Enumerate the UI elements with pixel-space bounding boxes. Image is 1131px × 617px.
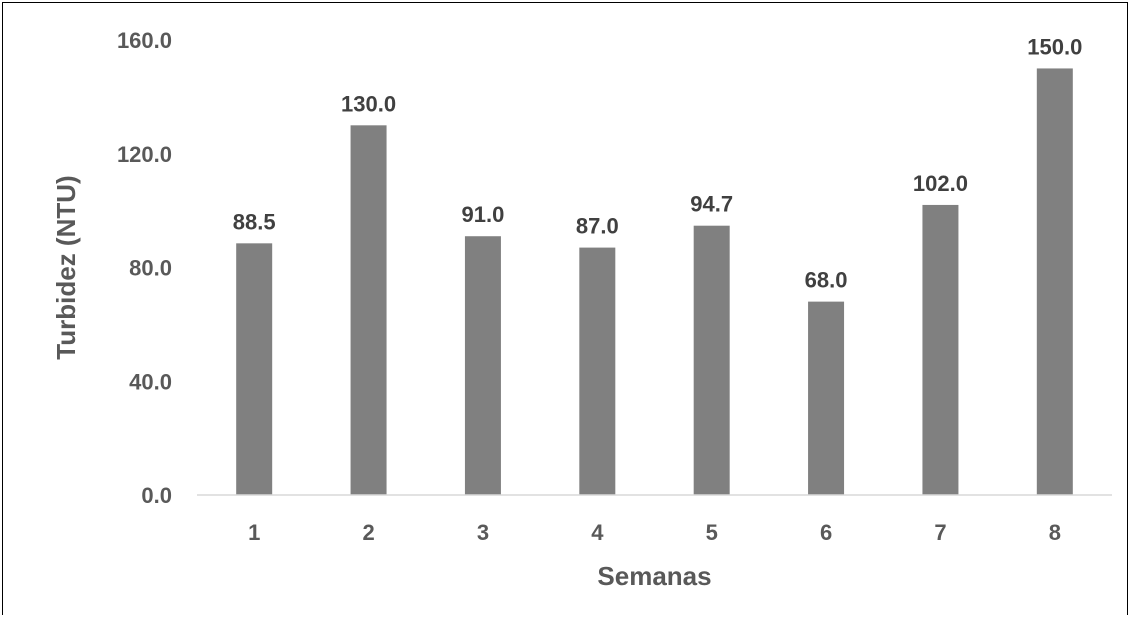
bar: [922, 204, 959, 495]
bar: [236, 243, 273, 495]
bar: [1036, 68, 1073, 495]
data-label: 130.0: [341, 91, 396, 116]
x-tick-label: 4: [591, 520, 604, 545]
x-tick-label: 2: [362, 520, 374, 545]
bar: [579, 247, 616, 495]
y-tick-label: 80.0: [129, 256, 172, 281]
x-tick-label: 7: [934, 520, 946, 545]
y-tick-label: 160.0: [117, 28, 172, 53]
x-tick-label: 8: [1049, 520, 1061, 545]
x-axis-title: Semanas: [597, 561, 711, 591]
data-label: 68.0: [805, 268, 848, 293]
x-axis-ticks: 1 2 3 4 5 6 7 8: [248, 520, 1061, 545]
y-tick-label: 0.0: [141, 483, 172, 508]
x-tick-label: 6: [820, 520, 832, 545]
plot-area: 0.0 40.0 80.0 120.0 160.0 88.5 130.0 91.0 87.0 9…: [117, 28, 1112, 545]
x-tick-label: 5: [706, 520, 718, 545]
y-tick-label: 120.0: [117, 142, 172, 167]
data-label: 94.7: [690, 192, 733, 217]
x-tick-label: 1: [248, 520, 260, 545]
bar: [350, 125, 387, 495]
bars: [236, 68, 1073, 495]
data-label: 87.0: [576, 214, 619, 239]
bar: [693, 225, 730, 495]
data-label: 91.0: [462, 202, 505, 227]
y-axis-ticks: 0.0 40.0 80.0 120.0 160.0: [117, 28, 172, 508]
x-tick-label: 3: [477, 520, 489, 545]
bar: [808, 301, 845, 495]
data-labels: 88.5 130.0 91.0 87.0 94.7 68.0 102.0 150.0: [233, 34, 1083, 292]
data-label: 150.0: [1027, 34, 1082, 59]
y-tick-label: 40.0: [129, 369, 172, 394]
data-label: 88.5: [233, 209, 276, 234]
data-label: 102.0: [913, 171, 968, 196]
bar: [464, 236, 501, 495]
y-axis-title: Turbidez (NTU): [51, 175, 81, 359]
